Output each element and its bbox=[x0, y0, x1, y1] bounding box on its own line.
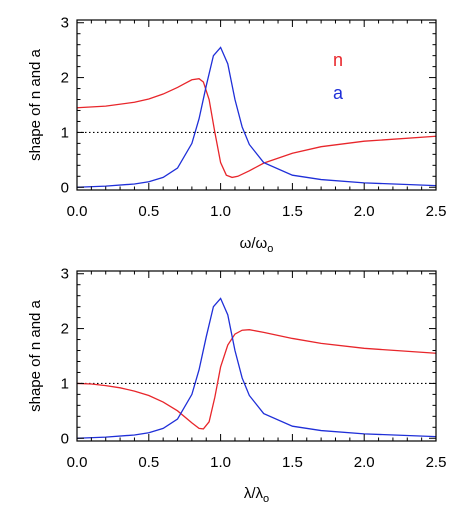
y-tick-label: 0 bbox=[61, 430, 69, 447]
y-tick-label: 3 bbox=[61, 266, 69, 283]
y-tick-label: 2 bbox=[61, 70, 69, 87]
x-tick-label: 2.5 bbox=[426, 454, 447, 471]
x-tick-label: 2.0 bbox=[354, 454, 375, 471]
y-tick-label: 2 bbox=[61, 321, 69, 338]
x-axis-title-subscript: o bbox=[263, 493, 269, 505]
plot-frame bbox=[76, 19, 437, 191]
x-tick-label: 0.0 bbox=[67, 454, 88, 471]
legend-label-n: n bbox=[333, 50, 343, 70]
y-tick-label: 0 bbox=[61, 179, 69, 196]
x-tick-label: 2.0 bbox=[354, 203, 375, 220]
plot-frame bbox=[76, 270, 437, 442]
y-tick-label: 1 bbox=[61, 375, 69, 392]
series-line-a bbox=[76, 297, 437, 439]
legend-label-a: a bbox=[333, 83, 344, 103]
x-tick-label: 1.0 bbox=[210, 454, 231, 471]
x-tick-label: 1.5 bbox=[282, 454, 303, 471]
y-axis-title: shape of n and a bbox=[27, 299, 44, 411]
x-axis-title-subscript: o bbox=[267, 243, 273, 255]
x-tick-label: 2.5 bbox=[426, 203, 447, 220]
x-tick-label: 1.0 bbox=[210, 203, 231, 220]
series-line-n bbox=[76, 329, 437, 430]
x-tick-label: 0.5 bbox=[138, 454, 159, 471]
x-axis-title: ω/ωo bbox=[240, 235, 274, 255]
series-line-n bbox=[76, 77, 437, 179]
y-tick-label: 3 bbox=[61, 15, 69, 32]
y-axis-title: shape of n and a bbox=[27, 48, 44, 160]
x-tick-label: 0.0 bbox=[67, 203, 88, 220]
chart-panel-1: 0.0 0.5 1.0 1.5 2.0 2.5 0 1 2 3 ω/ωo shape of n and… bbox=[27, 15, 446, 255]
y-tick-label: 1 bbox=[61, 124, 69, 141]
x-tick-label: 1.5 bbox=[282, 203, 303, 220]
series-line-a bbox=[76, 46, 437, 188]
x-tick-label: 0.5 bbox=[138, 203, 159, 220]
chart-panel-2: 0.0 0.5 1.0 1.5 2.0 2.5 0 1 2 3 λ/λo shape of n and… bbox=[27, 266, 446, 505]
x-axis-title: λ/λo bbox=[244, 485, 269, 505]
